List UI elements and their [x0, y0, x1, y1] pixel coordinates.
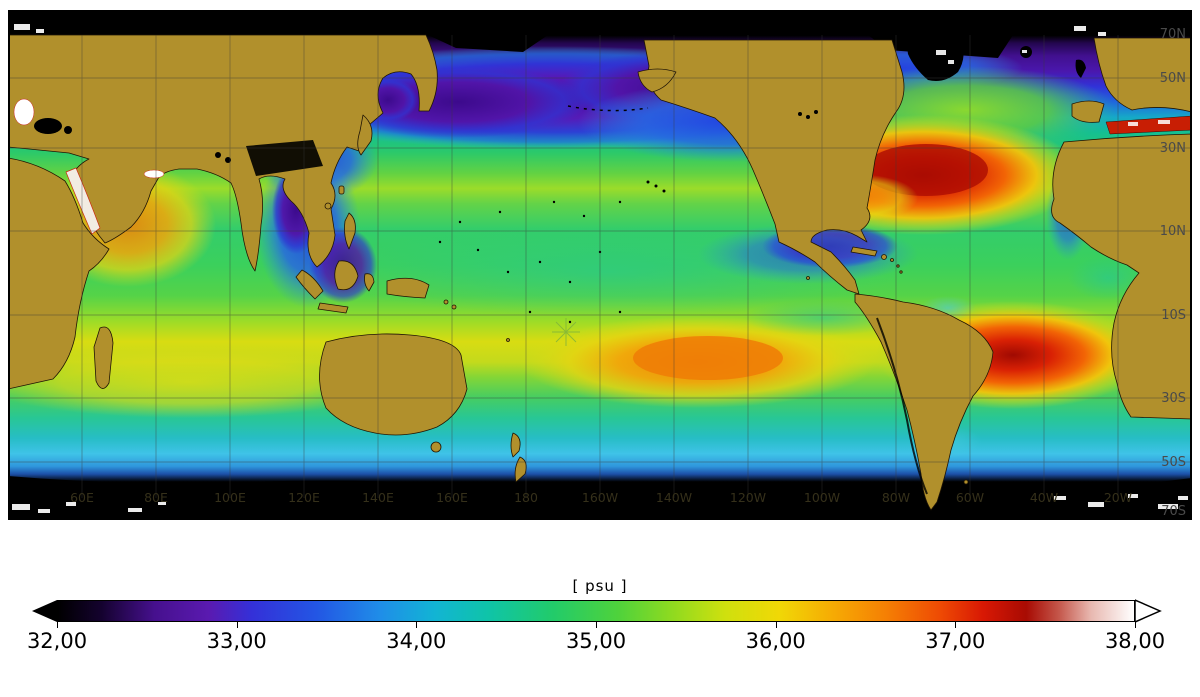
pacific-islands — [438, 180, 666, 324]
persian-gulf — [143, 169, 165, 179]
starburst-artifact — [552, 318, 580, 346]
red-sea — [65, 167, 101, 235]
lat-label: 70N — [1160, 27, 1186, 42]
colorbar-gradient — [57, 600, 1135, 622]
java — [317, 302, 349, 314]
lat-label: 70S — [1161, 504, 1186, 519]
new-guinea — [386, 277, 430, 299]
lon-label: 100E — [214, 490, 246, 505]
latitude-labels: 70N 50N 30N 10N 10S 30S 50S 70S — [1160, 27, 1186, 519]
great-lakes — [798, 110, 818, 119]
britain — [1075, 59, 1086, 78]
hainan — [324, 202, 332, 210]
north-america — [643, 39, 905, 295]
iran-highlands — [34, 118, 62, 134]
africa-east — [8, 157, 110, 390]
colorbar-unit-label: [ psu ] — [572, 577, 628, 595]
alaska-peninsula — [637, 68, 677, 93]
colorbar-tick-label: 34,00 — [386, 629, 447, 653]
lon-label: 120W — [730, 490, 766, 505]
map-border — [8, 10, 1192, 520]
lat-label: 10N — [1160, 224, 1186, 239]
colorbar-tick-label: 33,00 — [206, 629, 267, 653]
new-zealand-north — [510, 432, 521, 458]
sea-ice-specks — [12, 24, 1188, 513]
colorbar-tick-label: 35,00 — [565, 629, 627, 653]
lon-label: 60W — [956, 490, 984, 505]
lon-label: 140W — [656, 490, 692, 505]
lon-label: 40W — [1030, 490, 1058, 505]
lon-label: 100W — [804, 490, 840, 505]
taiwan — [338, 185, 345, 195]
greenland — [906, 38, 964, 81]
colorbar-right-arrow-icon — [1135, 599, 1162, 623]
lat-label: 50N — [1160, 71, 1186, 86]
lon-label: 140E — [362, 490, 394, 505]
lon-label: 180 — [514, 490, 538, 505]
lon-label: 120E — [288, 490, 320, 505]
japan — [357, 114, 373, 156]
sumatra — [295, 269, 324, 300]
australia — [319, 333, 468, 436]
lon-label: 60E — [70, 490, 94, 505]
tasmania — [430, 441, 442, 453]
falklands — [963, 479, 969, 485]
longitude-labels: 60E 80E 100E 120E 140E 160E 180 160W 140… — [70, 490, 1132, 505]
europe — [1093, 37, 1192, 113]
colorbar-left-arrow-icon — [32, 600, 57, 622]
map-canvas: 70N 50N 30N 10N 10S 30S 50S 70S 60E 80E … — [8, 10, 1192, 520]
lat-label: 50S — [1161, 455, 1186, 470]
andes — [876, 317, 928, 495]
graticule — [8, 35, 1192, 498]
africa-west — [1051, 133, 1192, 420]
mediterranean — [1105, 115, 1192, 135]
borneo — [334, 260, 359, 291]
world-salinity-map: 70N 50N 30N 10N 10S 30S 50S 70S 60E 80E … — [8, 10, 1192, 520]
colorbar — [30, 599, 1162, 623]
lon-label: 80W — [882, 490, 910, 505]
eurasia — [8, 34, 438, 272]
colorbar-tick-label: 36,00 — [745, 629, 806, 653]
colorbar-tick-labels: 32,00 33,00 34,00 35,00 36,00 37,00 38,0… — [27, 629, 1165, 657]
lon-label: 160W — [582, 490, 618, 505]
iberia — [1071, 100, 1105, 123]
lon-label: 80E — [144, 490, 168, 505]
lat-label: 10S — [1161, 308, 1186, 323]
caspian-sea — [13, 98, 35, 126]
colorbar-tick-label: 32,00 — [26, 629, 88, 653]
colorbar-tick-label: 38,00 — [1104, 629, 1166, 653]
lon-label: 20W — [1104, 490, 1132, 505]
lon-label: 160E — [436, 490, 468, 505]
continents — [8, 34, 1192, 511]
colorbar-tick-label: 37,00 — [925, 629, 986, 653]
aleutians — [567, 105, 649, 112]
new-zealand-south — [514, 456, 527, 483]
lat-label: 30S — [1161, 391, 1186, 406]
galapagos — [806, 276, 810, 280]
sulawesi — [364, 273, 375, 292]
colorbar-ticks — [57, 622, 1136, 628]
cuba — [850, 246, 878, 257]
lat-label: 30N — [1160, 141, 1186, 156]
madagascar — [93, 326, 114, 389]
